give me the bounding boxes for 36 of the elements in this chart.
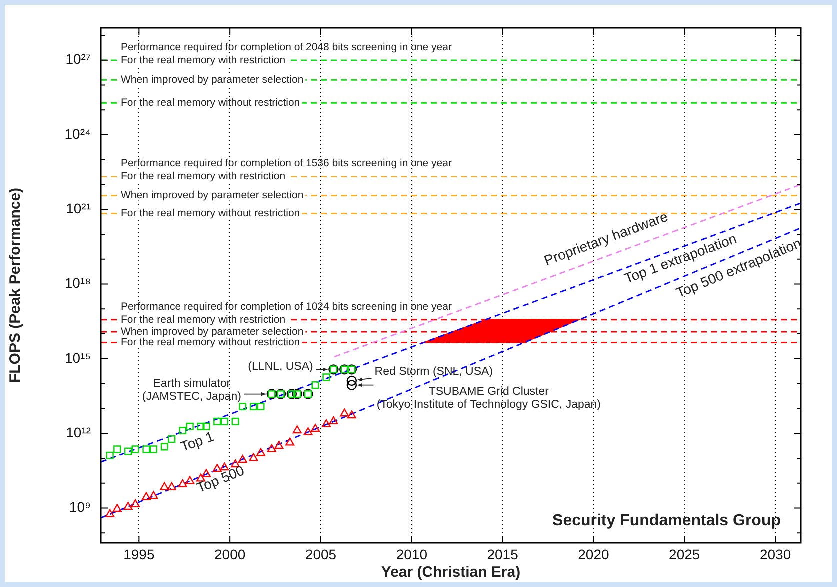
- annotation: Performance required for completion of 1536 bits screening in one year: [121, 158, 452, 170]
- ref-line-label: For the real memory without restriction: [121, 336, 300, 349]
- ref-line-label: For the real memory without restriction: [121, 97, 300, 110]
- y-tick-label: 10¹⁸: [64, 275, 92, 292]
- annotation: (LLNL, USA): [248, 360, 314, 373]
- annotation: TSUBAME Grid Cluster (Tokyo Institute of Technology GSIC, Japan): [376, 386, 602, 411]
- y-tick-label: 10²¹: [66, 200, 92, 217]
- x-tick-label: 2015: [487, 546, 519, 562]
- x-tick-label: 2025: [669, 546, 700, 562]
- ref-line-label: For the real memory with restriction: [121, 54, 286, 66]
- y-tick-label: 10⁹: [69, 499, 91, 516]
- annotation: Performance required for completion of 1024 bits screening in one year: [121, 300, 452, 313]
- x-axis-title: Year (Christian Era): [381, 564, 521, 582]
- annotation: Performance required for completion of 2048 bits screening in one year: [121, 41, 452, 54]
- x-tick-label: 2000: [214, 546, 246, 562]
- x-tick-label: 1995: [124, 546, 155, 562]
- ref-line-label: For the real memory without restriction: [121, 208, 300, 220]
- y-tick-label: 10²⁷: [66, 51, 91, 68]
- ref-line-label: When improved by parameter selection: [121, 74, 304, 86]
- ref-line-label: For the real memory with restriction: [121, 170, 286, 183]
- ref-line-label: When improved by parameter selection: [121, 326, 304, 338]
- text: Top 1: [178, 428, 216, 455]
- annotation: Red Storm (SNL, USA): [374, 366, 494, 378]
- x-tick-label: 2030: [760, 546, 792, 562]
- y-tick-label: 10¹²: [66, 424, 92, 440]
- y-axis-title: FLOPS (Peak Performance): [7, 188, 24, 384]
- annotation: Earth simulator (JAMSTEC, Japan): [142, 378, 242, 403]
- y-tick-label: 10²⁴: [64, 126, 91, 142]
- x-tick-label: 2010: [396, 546, 428, 562]
- ref-line-label: When improved by parameter selection: [121, 190, 304, 202]
- text: Top 500: [194, 462, 247, 496]
- annotation: Security Fundamentals Group: [552, 512, 782, 530]
- x-tick-label: 2005: [305, 546, 337, 562]
- x-tick-label: 2020: [578, 546, 610, 562]
- ref-line-label: For the real memory with restriction: [121, 314, 286, 326]
- y-tick-label: 10¹⁵: [64, 350, 91, 366]
